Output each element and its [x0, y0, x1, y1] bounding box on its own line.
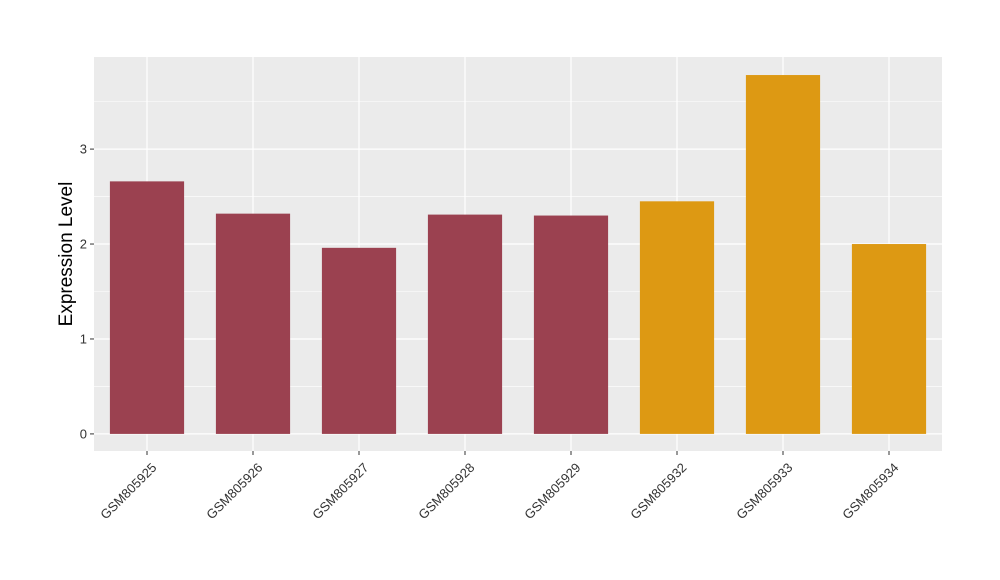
x-tick-label: GSM805929: [521, 460, 583, 522]
x-tick-label: GSM805925: [97, 460, 159, 522]
bar-GSM805932: [639, 201, 715, 434]
bar-GSM805928: [427, 214, 503, 434]
bar-GSM805929: [533, 215, 609, 434]
y-axis-title: Expression Level: [56, 182, 77, 327]
y-tick-label: 0: [80, 426, 87, 441]
bar-GSM805933: [745, 75, 821, 434]
x-tick-label: GSM805934: [839, 460, 901, 522]
bar-GSM805927: [321, 247, 397, 434]
x-axis: GSM805925 GSM805926 GSM805927 GSM805928 GSM8…: [97, 451, 902, 522]
y-tick-label: 2: [80, 237, 87, 252]
y-tick-label: 3: [80, 142, 87, 157]
x-tick-label: GSM805926: [203, 460, 265, 522]
x-tick-label: GSM805928: [415, 460, 477, 522]
y-axis: 0 1 2 3: [80, 142, 94, 441]
bar-GSM805926: [215, 213, 291, 434]
bar-GSM805925: [109, 181, 185, 434]
x-tick-label: GSM805932: [627, 460, 689, 522]
bar-GSM805934: [851, 244, 927, 434]
bars: [109, 75, 927, 434]
x-tick-label: GSM805933: [733, 460, 795, 522]
y-tick-label: 1: [80, 331, 87, 346]
x-tick-label: GSM805927: [309, 460, 371, 522]
